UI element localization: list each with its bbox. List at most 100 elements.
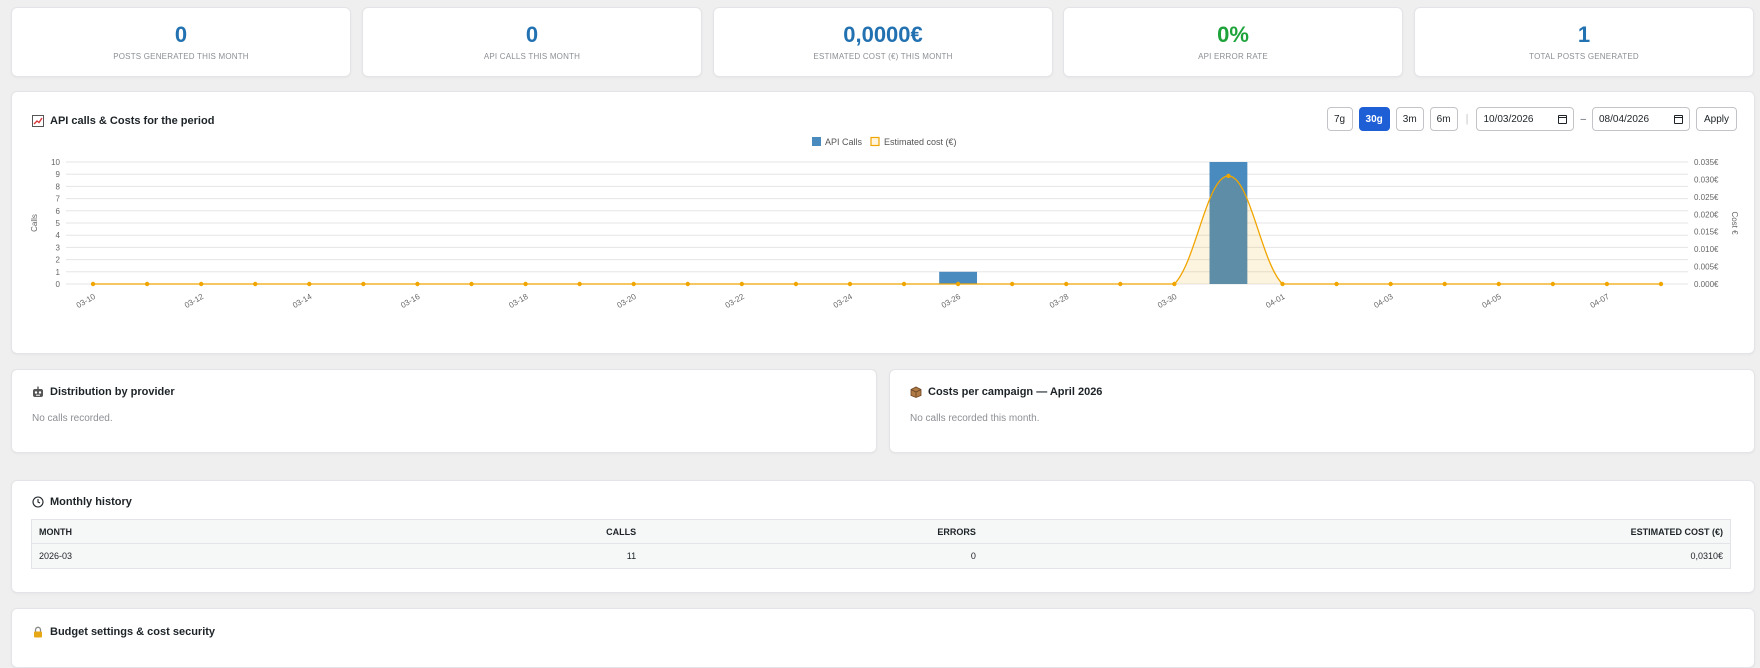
robot-icon [32, 386, 44, 398]
legend-label-api-calls: API Calls [825, 137, 863, 147]
cost-point [1009, 281, 1015, 287]
x-tick-label: 03-20 [615, 292, 638, 310]
stat-label: Estimated cost (€) this month [813, 52, 953, 61]
cell-errors: 0 [643, 543, 983, 569]
stat-label: API calls this month [483, 52, 581, 61]
cost-point [1442, 281, 1447, 287]
x-tick-label: 03-10 [75, 292, 98, 310]
period-button-3m[interactable]: 3m [1395, 107, 1424, 131]
y-tick-left: 10 [51, 158, 60, 167]
stat-card-total-posts: 1 Total posts generated [1414, 7, 1754, 77]
cost-point [793, 281, 799, 287]
x-tick-label: 04-03 [1372, 292, 1395, 310]
x-tick-label: 03-12 [183, 292, 206, 310]
column-header-calls: CALLS [575, 519, 644, 544]
x-tick-label: 03-14 [291, 292, 314, 310]
period-button-30g[interactable]: 30g [1358, 107, 1390, 131]
cell-cost: 0,0310€ [982, 543, 1731, 569]
provider-card-title: Distribution by provider [32, 386, 175, 398]
bar-api-calls [939, 271, 978, 284]
budget-title-text: Budget settings & cost security [50, 626, 216, 638]
campaign-card: Costs per campaign — April 2026 No calls… [889, 369, 1755, 453]
box-icon [910, 386, 922, 398]
calendar-icon[interactable] [1674, 114, 1683, 124]
chart-card: API calls & Costs for the period 7g 30g … [11, 91, 1755, 354]
stat-card-error-rate: 0% API error rate [1063, 7, 1403, 77]
column-header-month: MONTH [31, 519, 576, 544]
table-row: 2026-03 11 0 0,0310€ [31, 543, 1731, 569]
budget-card: Budget settings & cost security [11, 608, 1755, 668]
date-to-input[interactable]: 08/04/2026 [1592, 107, 1690, 131]
history-table: MONTH CALLS ERRORS ESTIMATED COST (€) 20… [31, 519, 1731, 569]
y-tick-right: 0.010€ [1694, 245, 1719, 254]
y-tick-right: 0.015€ [1694, 228, 1719, 237]
date-from-input[interactable]: 10/03/2026 [1476, 107, 1575, 131]
x-tick-label: 04-05 [1481, 292, 1504, 310]
budget-card-title: Budget settings & cost security [32, 626, 215, 638]
y-tick-left: 7 [56, 195, 61, 204]
stat-label: Posts generated this month [113, 52, 249, 61]
apply-button[interactable]: Apply [1696, 107, 1737, 131]
y-tick-right: 0.025€ [1694, 193, 1719, 202]
y-tick-left: 2 [56, 256, 61, 265]
campaign-empty-message: No calls recorded this month. [910, 413, 1040, 424]
y-tick-left: 0 [56, 280, 61, 289]
y-tick-left: 8 [56, 182, 61, 191]
column-header-errors: ERRORS [643, 519, 983, 544]
stat-value: 1 [1577, 22, 1591, 47]
divider: | [1465, 113, 1469, 125]
column-header-cost: ESTIMATED COST (€) [982, 519, 1731, 544]
cost-point [847, 281, 853, 287]
y-axis-label-left: Calls [30, 214, 39, 232]
x-tick-label: 03-22 [724, 292, 747, 310]
cost-point [685, 281, 690, 287]
provider-card: Distribution by provider No calls record… [11, 369, 877, 453]
legend-swatch-api-calls [812, 137, 821, 146]
chart-trend-icon [32, 115, 44, 127]
y-tick-left: 9 [56, 170, 61, 179]
cost-point [253, 281, 258, 287]
campaign-card-title: Costs per campaign — April 2026 [910, 386, 1102, 398]
chart-svg: API Calls Estimated cost (€) 0 1 2 3 4 5 6 7 8 9 10 0… [30, 136, 1739, 310]
y-tick-left: 5 [56, 219, 61, 228]
cost-point [1604, 281, 1610, 287]
stat-card-api-calls: 0 API calls this month [362, 7, 702, 77]
chart-title-text: API calls & Costs for the period [50, 115, 215, 127]
lock-icon [32, 626, 44, 638]
date-to-value: 08/04/2026 [1599, 113, 1650, 125]
period-button-6m[interactable]: 6m [1429, 107, 1458, 131]
x-tick-label: 03-30 [1156, 292, 1179, 310]
date-separator: – [1580, 113, 1586, 125]
y-tick-right: 0.035€ [1694, 158, 1719, 167]
calendar-icon[interactable] [1558, 114, 1568, 124]
x-tick-label: 03-24 [832, 292, 855, 310]
cost-area [93, 175, 1661, 284]
x-tick-label: 03-16 [399, 292, 422, 310]
cost-point [577, 281, 582, 287]
stat-value: 0 [174, 22, 188, 47]
cost-point [144, 281, 150, 287]
cost-point [739, 281, 745, 287]
stat-card-posts-month: 0 Posts generated this month [11, 7, 351, 77]
y-tick-right: 0.030€ [1694, 175, 1719, 184]
history-title-text: Monthly history [50, 496, 132, 508]
date-from-value: 10/03/2026 [1483, 113, 1534, 125]
bar-api-calls [1209, 162, 1248, 284]
clock-icon [32, 496, 44, 508]
y-tick-left: 3 [56, 243, 61, 252]
cost-point [1550, 281, 1556, 287]
cost-point [1280, 281, 1285, 287]
cost-line [93, 175, 1661, 285]
y-tick-right: 0.000€ [1694, 280, 1719, 289]
cost-point [1226, 173, 1231, 179]
cost-point [631, 281, 636, 287]
x-tick-label: 04-07 [1589, 292, 1612, 310]
legend-swatch-cost [870, 136, 880, 147]
campaign-title-text: Costs per campaign — April 2026 [928, 386, 1103, 398]
legend-label-cost: Estimated cost (€) [884, 137, 957, 147]
stat-value: 0% [1217, 22, 1249, 47]
cost-point [1064, 281, 1069, 287]
period-button-7g[interactable]: 7g [1326, 107, 1353, 131]
cell-calls: 11 [575, 543, 644, 569]
y-tick-left: 6 [56, 207, 61, 216]
